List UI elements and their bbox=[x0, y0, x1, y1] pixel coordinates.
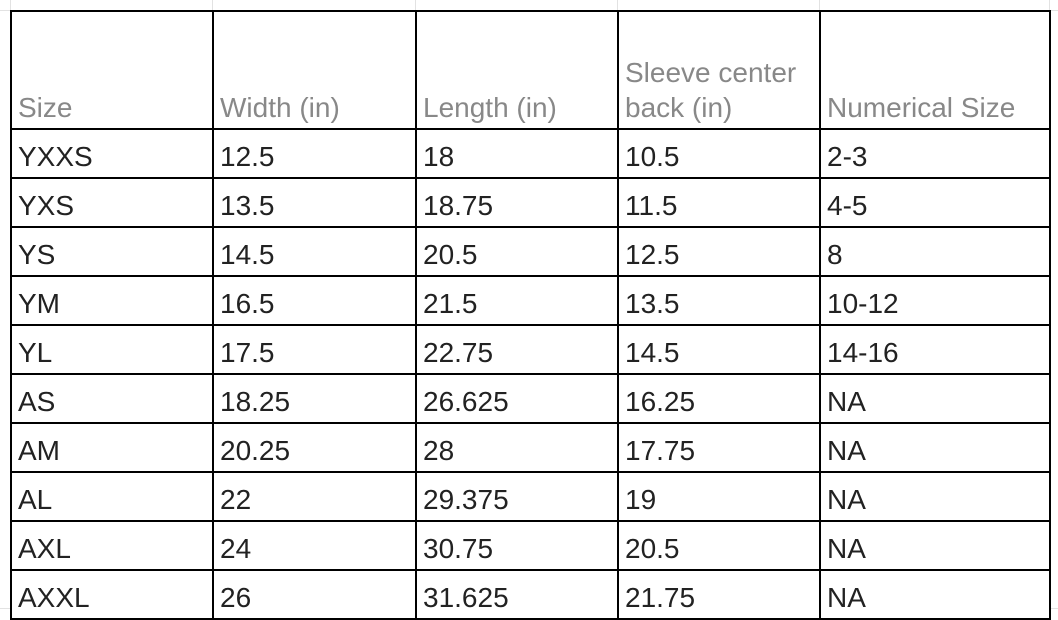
table-row: YM 16.5 21.5 13.5 10-12 bbox=[10, 275, 1051, 326]
table-row: AS 18.25 26.625 16.25 NA bbox=[10, 373, 1051, 424]
table-row: YXS 13.5 18.75 11.5 4-5 bbox=[10, 177, 1051, 228]
table-row: YL 17.5 22.75 14.5 14-16 bbox=[10, 324, 1051, 375]
table-row: AM 20.25 28 17.75 NA bbox=[10, 422, 1051, 473]
table-cell[interactable]: 17.75 bbox=[617, 422, 821, 473]
table-row: AL 22 29.375 19 NA bbox=[10, 471, 1051, 522]
table-cell[interactable]: 20.25 bbox=[212, 422, 417, 473]
header-cell[interactable]: Length (in) bbox=[415, 10, 619, 130]
header-cell[interactable]: Width (in) bbox=[212, 10, 417, 130]
table-cell[interactable]: 13.5 bbox=[617, 275, 821, 326]
table-cell[interactable]: 8 bbox=[819, 226, 1051, 277]
header-cell[interactable]: Sleeve center back (in) bbox=[617, 10, 821, 130]
table-cell[interactable]: AS bbox=[10, 373, 214, 424]
table-cell[interactable]: 12.5 bbox=[212, 128, 417, 179]
table-cell[interactable]: AXXL bbox=[10, 569, 214, 620]
table-cell[interactable]: 20.5 bbox=[617, 520, 821, 571]
table-row: YS 14.5 20.5 12.5 8 bbox=[10, 226, 1051, 277]
table-cell[interactable]: 20.5 bbox=[415, 226, 619, 277]
table-cell[interactable]: 22 bbox=[212, 471, 417, 522]
table-cell[interactable]: 31.625 bbox=[415, 569, 619, 620]
table-cell[interactable]: AM bbox=[10, 422, 214, 473]
table-cell[interactable]: 21.5 bbox=[415, 275, 619, 326]
table-cell[interactable]: 17.5 bbox=[212, 324, 417, 375]
table-cell[interactable]: NA bbox=[819, 471, 1051, 522]
table-cell[interactable]: 12.5 bbox=[617, 226, 821, 277]
table-cell[interactable]: 10.5 bbox=[617, 128, 821, 179]
table-cell[interactable]: 2-3 bbox=[819, 128, 1051, 179]
table-cell[interactable]: YL bbox=[10, 324, 214, 375]
table-cell[interactable]: 26.625 bbox=[415, 373, 619, 424]
table-cell[interactable]: NA bbox=[819, 520, 1051, 571]
table-cell[interactable]: 18.75 bbox=[415, 177, 619, 228]
table-cell[interactable]: YS bbox=[10, 226, 214, 277]
table-cell[interactable]: 18.25 bbox=[212, 373, 417, 424]
header-cell[interactable]: Numerical Size bbox=[819, 10, 1051, 130]
table-cell[interactable]: YM bbox=[10, 275, 214, 326]
table-cell[interactable]: 30.75 bbox=[415, 520, 619, 571]
table-cell[interactable]: 18 bbox=[415, 128, 619, 179]
header-cell[interactable]: Size bbox=[10, 10, 214, 130]
table-cell[interactable]: YXS bbox=[10, 177, 214, 228]
table-cell[interactable]: 26 bbox=[212, 569, 417, 620]
table-cell[interactable]: NA bbox=[819, 373, 1051, 424]
table-cell[interactable]: 22.75 bbox=[415, 324, 619, 375]
table-cell[interactable]: 24 bbox=[212, 520, 417, 571]
table-cell[interactable]: AL bbox=[10, 471, 214, 522]
table-cell[interactable]: 16.5 bbox=[212, 275, 417, 326]
table-cell[interactable]: NA bbox=[819, 569, 1051, 620]
table-cell[interactable]: YXXS bbox=[10, 128, 214, 179]
table-cell[interactable]: 4-5 bbox=[819, 177, 1051, 228]
table-row: AXXL 26 31.625 21.75 NA bbox=[10, 569, 1051, 620]
table-cell[interactable]: NA bbox=[819, 422, 1051, 473]
table-cell[interactable]: 14-16 bbox=[819, 324, 1051, 375]
table-cell[interactable]: 13.5 bbox=[212, 177, 417, 228]
header-row: Size Width (in) Length (in) Sleeve cente… bbox=[10, 10, 1051, 130]
table-cell[interactable]: 28 bbox=[415, 422, 619, 473]
table-cell[interactable]: 29.375 bbox=[415, 471, 619, 522]
table-row: AXL 24 30.75 20.5 NA bbox=[10, 520, 1051, 571]
size-chart-table: Size Width (in) Length (in) Sleeve cente… bbox=[10, 10, 1051, 620]
table-cell[interactable]: 19 bbox=[617, 471, 821, 522]
table-cell[interactable]: 14.5 bbox=[212, 226, 417, 277]
table-cell[interactable]: 10-12 bbox=[819, 275, 1051, 326]
table-cell[interactable]: 21.75 bbox=[617, 569, 821, 620]
table-cell[interactable]: 14.5 bbox=[617, 324, 821, 375]
table-cell[interactable]: 16.25 bbox=[617, 373, 821, 424]
table-cell[interactable]: 11.5 bbox=[617, 177, 821, 228]
table-cell[interactable]: AXL bbox=[10, 520, 214, 571]
table-row: YXXS 12.5 18 10.5 2-3 bbox=[10, 128, 1051, 179]
